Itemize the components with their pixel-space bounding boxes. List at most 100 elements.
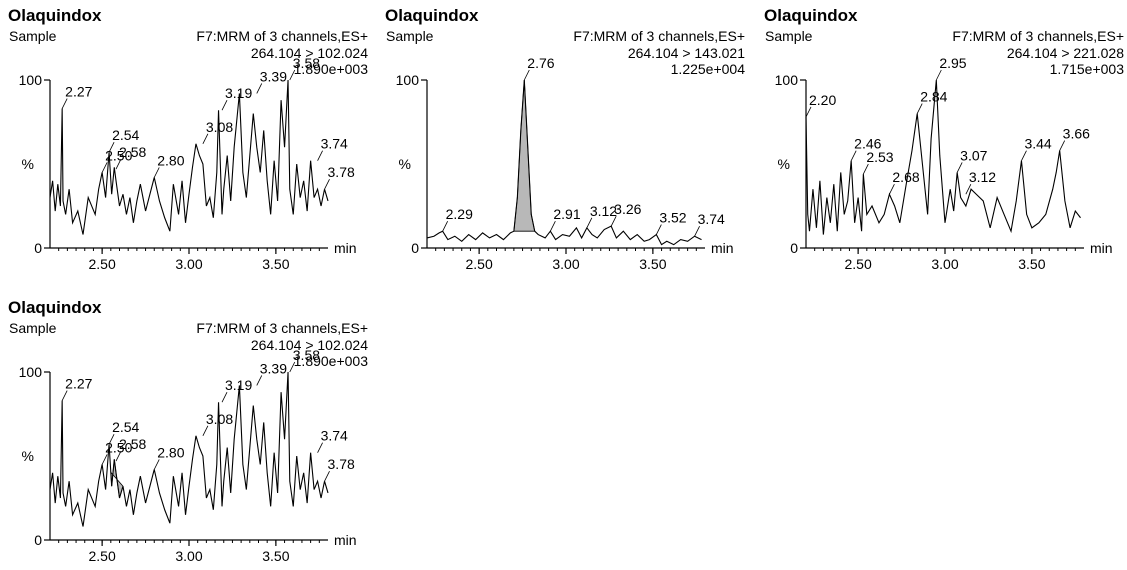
peak-leader-line xyxy=(101,162,108,173)
peak-leader-line xyxy=(324,471,330,482)
peak-leader-line xyxy=(935,69,942,81)
peak-label: 3.08 xyxy=(206,119,233,135)
x-tick-label: 3.50 xyxy=(639,256,666,272)
peak-leader-line xyxy=(694,226,700,237)
y-tick-label: 100 xyxy=(396,72,420,88)
y-axis-label: % xyxy=(778,156,790,172)
peak-leader-line xyxy=(850,150,857,161)
acquisition-info: F7:MRM of 3 channels,ES+ 264.104 > 102.0… xyxy=(196,28,368,78)
transition-label: 264.104 > 102.024 xyxy=(250,336,368,353)
max-intensity-label: 1.890e+003 xyxy=(293,353,368,369)
peak-label: 2.80 xyxy=(157,152,184,168)
x-tick-label: 3.00 xyxy=(175,548,202,564)
chromatogram-panel-3: Olaquindox Sample F7:MRM of 3 channels,E… xyxy=(764,6,1124,276)
peak-leader-line xyxy=(256,375,263,386)
panel-title: Olaquindox xyxy=(764,6,858,25)
peak-leader-line xyxy=(221,392,228,403)
peak-label: 2.29 xyxy=(446,206,473,222)
peak-label: 2.58 xyxy=(119,436,146,452)
sample-label: Sample xyxy=(386,28,434,44)
peak-label: 3.39 xyxy=(260,68,287,84)
peak-label: 2.53 xyxy=(866,149,893,165)
peak-leader-line xyxy=(523,69,530,81)
sample-label: Sample xyxy=(9,28,57,44)
chromatogram-panel-2: Olaquindox Sample F7:MRM of 3 channels,E… xyxy=(385,6,745,276)
peak-leader-line xyxy=(610,215,617,227)
peak-leader-line xyxy=(550,221,556,232)
peak-leader-line xyxy=(1021,150,1027,161)
peak-leader-line xyxy=(221,100,228,111)
peak-leader-line xyxy=(153,167,160,178)
max-intensity-label: 1.890e+003 xyxy=(293,61,368,77)
y-tick-label: 0 xyxy=(34,532,42,548)
chromatogram-plot: 2.50 3.00 3.50 0 100% min 2.20 2.462.53 2.68 2.84… xyxy=(775,55,1113,272)
panel-title: Olaquindox xyxy=(8,298,102,317)
x-axis-label: min xyxy=(334,240,357,256)
peak-label: 2.95 xyxy=(939,55,966,71)
peak-label: 3.66 xyxy=(1063,126,1090,142)
experiment-label: F7:MRM of 3 channels,ES+ xyxy=(196,28,368,44)
peak-label: 3.58 xyxy=(293,55,320,71)
peak-leader-line xyxy=(202,133,209,145)
x-tick-label: 2.50 xyxy=(466,256,493,272)
x-tick-label: 3.50 xyxy=(1018,256,1045,272)
x-tick-label: 3.00 xyxy=(175,256,202,272)
y-tick-label: 100 xyxy=(19,364,43,380)
peak-leader-line xyxy=(289,69,296,81)
peak-label: 3.44 xyxy=(1024,136,1051,152)
peak-label: 2.91 xyxy=(553,206,580,222)
peak-label: 2.50 xyxy=(105,439,132,455)
chromatogram-trace xyxy=(426,79,702,246)
x-tick-label: 2.50 xyxy=(89,256,116,272)
sample-label: Sample xyxy=(765,28,813,44)
peak-leader-line xyxy=(916,103,923,114)
acquisition-info: F7:MRM of 3 channels,ES+ 264.104 > 221.0… xyxy=(952,28,1124,78)
peak-label: 2.84 xyxy=(920,89,947,105)
transition-label: 264.104 > 102.024 xyxy=(250,44,368,61)
peak-label: 3.26 xyxy=(614,201,641,217)
chromatogram-panel-4: Olaquindox Sample F7:MRM of 3 channels,E… xyxy=(8,298,368,568)
peak-label: 3.08 xyxy=(206,411,233,427)
peak-label: 2.76 xyxy=(527,55,554,71)
integrated-peak-area xyxy=(513,79,536,232)
peak-leader-line xyxy=(202,425,209,437)
x-tick-label: 2.50 xyxy=(845,256,872,272)
sample-label: Sample xyxy=(9,320,57,336)
peak-label: 2.80 xyxy=(157,444,184,460)
y-tick-label: 0 xyxy=(34,240,42,256)
peak-leader-line xyxy=(655,224,662,235)
panel-title: Olaquindox xyxy=(385,6,479,25)
y-tick-label: 0 xyxy=(790,240,798,256)
peak-leader-line xyxy=(153,459,160,470)
peak-label: 2.20 xyxy=(809,92,836,108)
peak-label: 3.58 xyxy=(293,347,320,363)
x-tick-label: 3.00 xyxy=(931,256,958,272)
peak-label: 3.74 xyxy=(321,428,348,444)
chromatogram-plot: 2.50 3.00 3.50 0 100% min 2.27 2.50 2.542.58 2.80… xyxy=(19,347,357,564)
peak-leader-line xyxy=(956,162,963,173)
peak-leader-line xyxy=(115,158,122,170)
peak-label: 3.19 xyxy=(225,377,252,393)
chromatogram-plot: 2.50 3.00 3.50 0 100% min 2.27 2.50 2.542.58 2.80… xyxy=(19,55,357,272)
peak-leader-line xyxy=(289,361,296,373)
x-tick-label: 3.50 xyxy=(262,548,289,564)
experiment-label: F7:MRM of 3 channels,ES+ xyxy=(196,320,368,336)
peak-label: 2.54 xyxy=(112,419,139,435)
x-axis-label: min xyxy=(334,532,357,548)
chromatogram-trace xyxy=(49,79,329,235)
x-axis-label: min xyxy=(1090,240,1113,256)
peak-label: 3.12 xyxy=(590,203,617,219)
chromatogram-trace xyxy=(805,79,1081,235)
acquisition-info: F7:MRM of 3 channels,ES+ 264.104 > 143.0… xyxy=(573,28,745,78)
peak-leader-line xyxy=(108,142,115,153)
peak-leader-line xyxy=(889,184,895,195)
peak-leader-line xyxy=(256,83,263,94)
panel-title: Olaquindox xyxy=(8,6,102,25)
experiment-label: F7:MRM of 3 channels,ES+ xyxy=(573,28,745,44)
peak-label: 2.58 xyxy=(119,144,146,160)
peak-leader-line xyxy=(101,454,108,465)
peak-label: 2.46 xyxy=(854,136,881,152)
acquisition-info: F7:MRM of 3 channels,ES+ 264.104 > 102.0… xyxy=(196,320,368,370)
y-tick-label: 100 xyxy=(775,72,799,88)
peak-label: 3.07 xyxy=(960,147,987,163)
